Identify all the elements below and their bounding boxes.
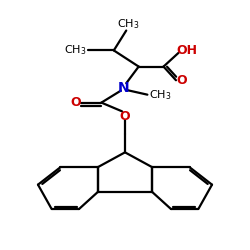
Text: OH: OH [177, 44, 198, 58]
Text: CH$_3$: CH$_3$ [148, 88, 171, 102]
Text: CH$_3$: CH$_3$ [117, 18, 140, 31]
Text: CH$_3$: CH$_3$ [64, 44, 86, 57]
Text: O: O [120, 110, 130, 123]
Text: O: O [176, 74, 187, 87]
Text: O: O [70, 96, 81, 109]
Text: N: N [118, 81, 130, 95]
